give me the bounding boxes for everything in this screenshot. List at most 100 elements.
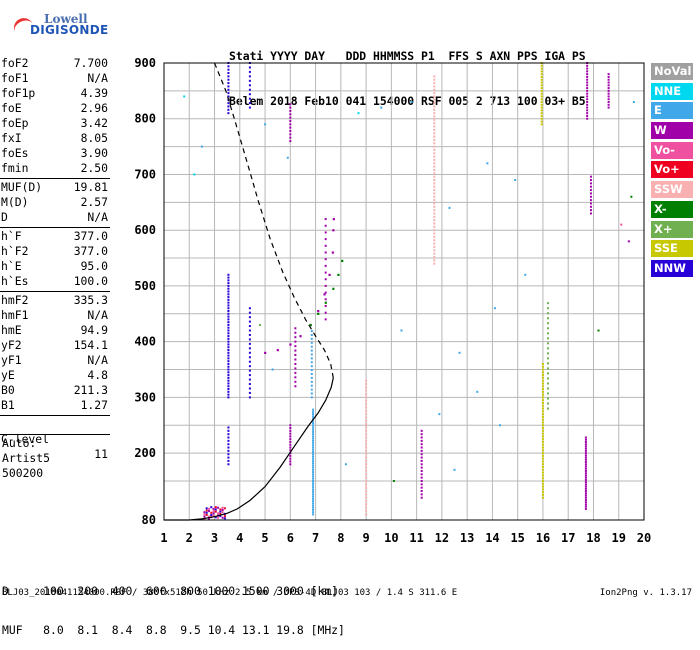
echo-point: [312, 466, 315, 469]
echo-point: [541, 432, 544, 435]
echo-point: [248, 383, 251, 386]
echo-point: [324, 251, 327, 254]
param-label: C-level: [1, 432, 50, 446]
legend-item: SSW: [651, 181, 693, 199]
echo-point: [420, 469, 423, 472]
echo-point: [541, 427, 544, 430]
echo-point: [310, 388, 313, 391]
echo-point: [312, 482, 315, 485]
param-value: 2.96: [80, 101, 108, 115]
separator: [0, 178, 110, 179]
echo-point: [541, 365, 544, 368]
echo-point: [227, 335, 230, 338]
echo-point: [433, 215, 436, 218]
echo-point: [248, 374, 251, 377]
param-label: foF2: [1, 56, 29, 70]
echo-point: [312, 473, 315, 476]
echo-point: [547, 392, 549, 395]
echo-point: [207, 510, 210, 513]
echo-point: [584, 436, 587, 439]
echo-point: [541, 496, 544, 499]
echo-point: [627, 240, 630, 243]
echo-point: [584, 472, 587, 475]
param-row: yF2 154.1: [0, 338, 110, 353]
param-row: foEs 3.90: [0, 146, 110, 161]
echo-point: [540, 81, 543, 84]
param-label: yF2: [1, 338, 22, 352]
echo-point: [433, 162, 436, 165]
echo-point: [289, 103, 292, 106]
echo-point: [607, 95, 610, 98]
echo-point: [365, 463, 368, 466]
trace-o-point: [264, 351, 267, 355]
echo-point: [586, 114, 589, 117]
echo-point: [312, 453, 315, 456]
echo-point: [365, 469, 368, 472]
echo-point: [365, 379, 368, 382]
echo-point: [227, 365, 230, 368]
echo-point: [289, 136, 292, 139]
echo-point: [312, 513, 315, 516]
echo-point: [433, 232, 436, 235]
echo-point: [607, 73, 610, 76]
echo-point: [248, 97, 251, 100]
echo-point: [365, 429, 368, 432]
echo-point: [541, 379, 544, 382]
echo-point: [586, 75, 589, 78]
echo-point: [289, 106, 292, 109]
echo-point: [310, 372, 313, 375]
echo-point: [540, 114, 543, 117]
echo-point: [365, 443, 368, 446]
echo-point: [312, 464, 315, 467]
echo-point: [433, 138, 436, 141]
echo-point: [584, 492, 587, 495]
echo-point: [541, 457, 544, 460]
echo-point: [289, 429, 292, 432]
echo-point: [214, 516, 217, 519]
param-value: 100.0: [73, 274, 108, 288]
param-row: MUF(D) 19.81: [0, 180, 110, 195]
echo-point: [540, 67, 543, 70]
echo-point: [433, 225, 436, 228]
x-tick-labels: 1 2 3 4 5 6 7 8 9 10 11 12 13 14 15 16 17 18 19 20: [160, 531, 651, 545]
echo-point: [324, 238, 327, 241]
echo-point: [312, 439, 315, 442]
echo-point: [365, 479, 368, 482]
echo-point: [227, 304, 230, 307]
echo-point: [420, 490, 423, 493]
y-tick-label: 200: [134, 446, 156, 460]
echo-point: [420, 433, 423, 436]
param-row: hmF2 335.3: [0, 293, 110, 308]
echo-point: [540, 109, 543, 112]
echo-point: [433, 82, 436, 85]
trace-x-point: [341, 259, 344, 263]
echo-point: [541, 401, 544, 404]
echo-point: [289, 432, 292, 435]
echo-point: [227, 436, 230, 439]
echo-point: [541, 371, 544, 374]
echo-point: [433, 148, 436, 151]
x-tick-label: 4: [236, 531, 243, 545]
echo-point: [214, 510, 217, 513]
echo-point: [433, 152, 436, 155]
param-row: foF1p 4.39: [0, 86, 110, 101]
echo-point: [584, 494, 587, 497]
echo-point: [433, 142, 436, 145]
echo-point: [312, 408, 315, 411]
echo-point: [357, 112, 360, 115]
x-tick-label: 10: [384, 531, 398, 545]
trace-o-point: [328, 273, 331, 276]
echo-point: [584, 490, 587, 493]
echo-point: [420, 463, 423, 466]
param-label: hmE: [1, 323, 22, 337]
echo-point: [310, 380, 313, 383]
param-value: 4.39: [80, 86, 108, 100]
echo-point: [433, 155, 436, 158]
param-value: 94.9: [80, 323, 108, 337]
echo-point: [493, 307, 496, 310]
echo-point: [547, 347, 549, 350]
echo-point: [219, 508, 222, 511]
echo-point: [433, 112, 436, 115]
echo-point: [227, 337, 230, 340]
echo-point: [227, 75, 230, 78]
